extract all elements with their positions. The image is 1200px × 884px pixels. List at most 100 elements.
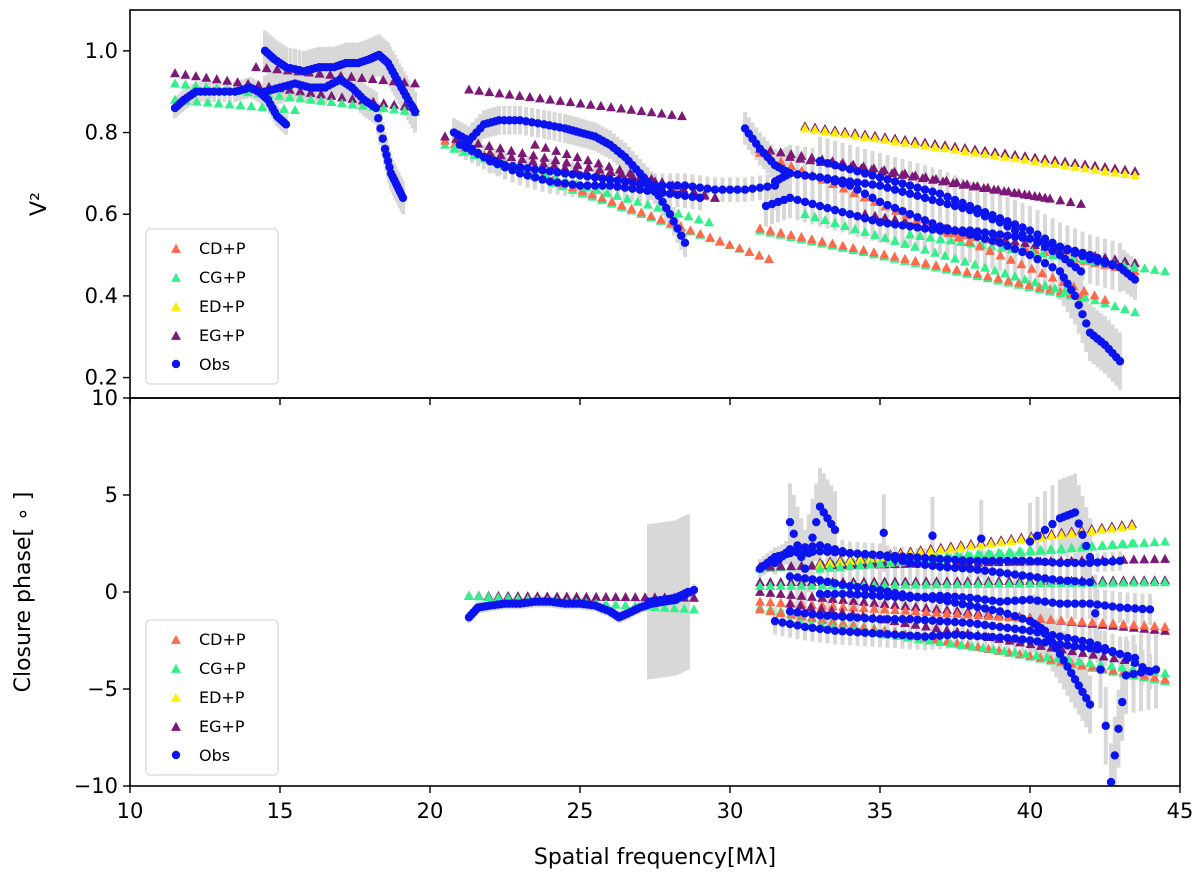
obs-point bbox=[590, 173, 600, 182]
model-marker-cd-p bbox=[889, 251, 900, 261]
obs-point bbox=[635, 185, 645, 194]
model-marker-cd-p bbox=[817, 236, 828, 246]
obs-point bbox=[823, 543, 832, 552]
model-marker-cd-p bbox=[982, 271, 993, 281]
model-marker-ed-p bbox=[955, 542, 966, 552]
model-marker-cg-p bbox=[679, 603, 690, 613]
obs-point bbox=[669, 217, 678, 226]
model-marker-cg-p bbox=[473, 591, 484, 601]
model-marker-cg-p bbox=[1046, 544, 1057, 554]
obs-point bbox=[883, 183, 892, 192]
model-marker-cg-p bbox=[704, 217, 714, 227]
model-marker-eg-p bbox=[222, 75, 233, 85]
model-marker-cd-p bbox=[931, 260, 941, 270]
obs-point bbox=[785, 545, 795, 554]
model-marker-eg-p bbox=[604, 161, 615, 171]
model-marker-cg-p bbox=[1116, 539, 1127, 549]
obs-point bbox=[1025, 250, 1035, 260]
obs-point bbox=[1091, 609, 1100, 618]
model-marker-cg-p bbox=[967, 641, 978, 651]
model-marker-ed-p bbox=[980, 148, 990, 158]
obs-point bbox=[853, 167, 862, 176]
obs-point bbox=[1063, 558, 1072, 568]
model-marker-cd-p bbox=[953, 232, 964, 242]
obs-point bbox=[815, 624, 825, 634]
model-marker-cg-p bbox=[1149, 264, 1160, 274]
obs-point bbox=[913, 183, 922, 192]
obs-point bbox=[703, 184, 712, 193]
obs-point bbox=[485, 156, 495, 166]
model-marker-eg-p bbox=[1139, 554, 1150, 564]
model-marker-cd-p bbox=[951, 264, 962, 274]
model-marker-cd-p bbox=[962, 609, 973, 619]
model-marker-cg-p bbox=[1097, 577, 1108, 587]
obs-point bbox=[673, 190, 682, 200]
model-marker-cg-p bbox=[622, 193, 633, 203]
obs-point bbox=[545, 167, 555, 176]
obs-point bbox=[1033, 254, 1042, 264]
v2-y-axis-label: V² bbox=[27, 192, 52, 216]
obs-point bbox=[515, 163, 525, 172]
cp-y-tick-label: 10 bbox=[91, 386, 118, 410]
obs-point bbox=[913, 191, 922, 201]
model-marker-cg-p bbox=[755, 580, 765, 591]
model-marker-cd-p bbox=[1097, 617, 1108, 627]
legend-label: EG+P bbox=[199, 717, 245, 736]
model-marker-eg-p bbox=[879, 598, 890, 608]
obs-point bbox=[1078, 643, 1087, 652]
model-marker-eg-p bbox=[1109, 653, 1120, 663]
obs-point bbox=[1025, 556, 1035, 566]
obs-point bbox=[1070, 558, 1080, 568]
model-marker-cg-p bbox=[1096, 540, 1107, 550]
model-marker-cd-p bbox=[848, 602, 859, 612]
model-marker-eg-p bbox=[900, 600, 911, 610]
obs-point bbox=[1033, 230, 1042, 239]
obs-point bbox=[815, 201, 825, 211]
model-marker-eg-p bbox=[1120, 256, 1130, 266]
obs-point bbox=[1010, 556, 1020, 566]
obs-point bbox=[830, 589, 840, 599]
model-marker-cg-p bbox=[890, 235, 900, 245]
model-marker-cd-p bbox=[636, 207, 647, 217]
obs-point bbox=[973, 556, 982, 566]
model-marker-ed-p bbox=[890, 136, 900, 146]
obs-point bbox=[1123, 603, 1132, 613]
model-marker-ed-p bbox=[835, 557, 846, 567]
obs-point bbox=[913, 213, 922, 222]
obs-point bbox=[1108, 557, 1117, 566]
obs-point bbox=[995, 607, 1005, 616]
obs-point bbox=[1070, 291, 1080, 301]
obs-point bbox=[1070, 675, 1080, 684]
obs-point bbox=[530, 173, 540, 182]
obs-point bbox=[1145, 605, 1155, 614]
model-marker-cg-p bbox=[1117, 662, 1128, 672]
model-marker-cg-p bbox=[890, 579, 900, 589]
obs-point bbox=[988, 236, 997, 245]
model-marker-eg-p bbox=[1098, 651, 1109, 661]
model-marker-ed-p bbox=[1120, 168, 1130, 178]
model-marker-cg-p bbox=[1130, 307, 1140, 317]
model-marker-ed-p bbox=[800, 123, 810, 133]
obs-point bbox=[1070, 248, 1080, 258]
obs-point bbox=[1110, 751, 1119, 760]
model-marker-cd-p bbox=[921, 606, 932, 616]
model-marker-ed-p bbox=[1020, 154, 1030, 164]
model-marker-eg-p bbox=[550, 155, 561, 165]
model-marker-eg-p bbox=[887, 168, 897, 178]
model-marker-eg-p bbox=[357, 72, 367, 82]
obs-point bbox=[965, 564, 975, 573]
obs-point bbox=[1130, 658, 1140, 668]
legend-label: Obs bbox=[199, 746, 230, 765]
obs-point bbox=[683, 587, 693, 597]
model-marker-eg-p bbox=[591, 591, 602, 601]
obs-point bbox=[845, 210, 855, 219]
model-marker-cg-p bbox=[860, 226, 870, 236]
model-marker-eg-p bbox=[517, 154, 528, 164]
model-marker-cg-p bbox=[993, 578, 1004, 588]
model-marker-eg-p bbox=[816, 603, 827, 613]
obs-point bbox=[1100, 557, 1110, 567]
model-marker-cg-p bbox=[796, 580, 807, 590]
model-marker-ed-p bbox=[840, 128, 850, 139]
obs-point bbox=[950, 226, 960, 235]
